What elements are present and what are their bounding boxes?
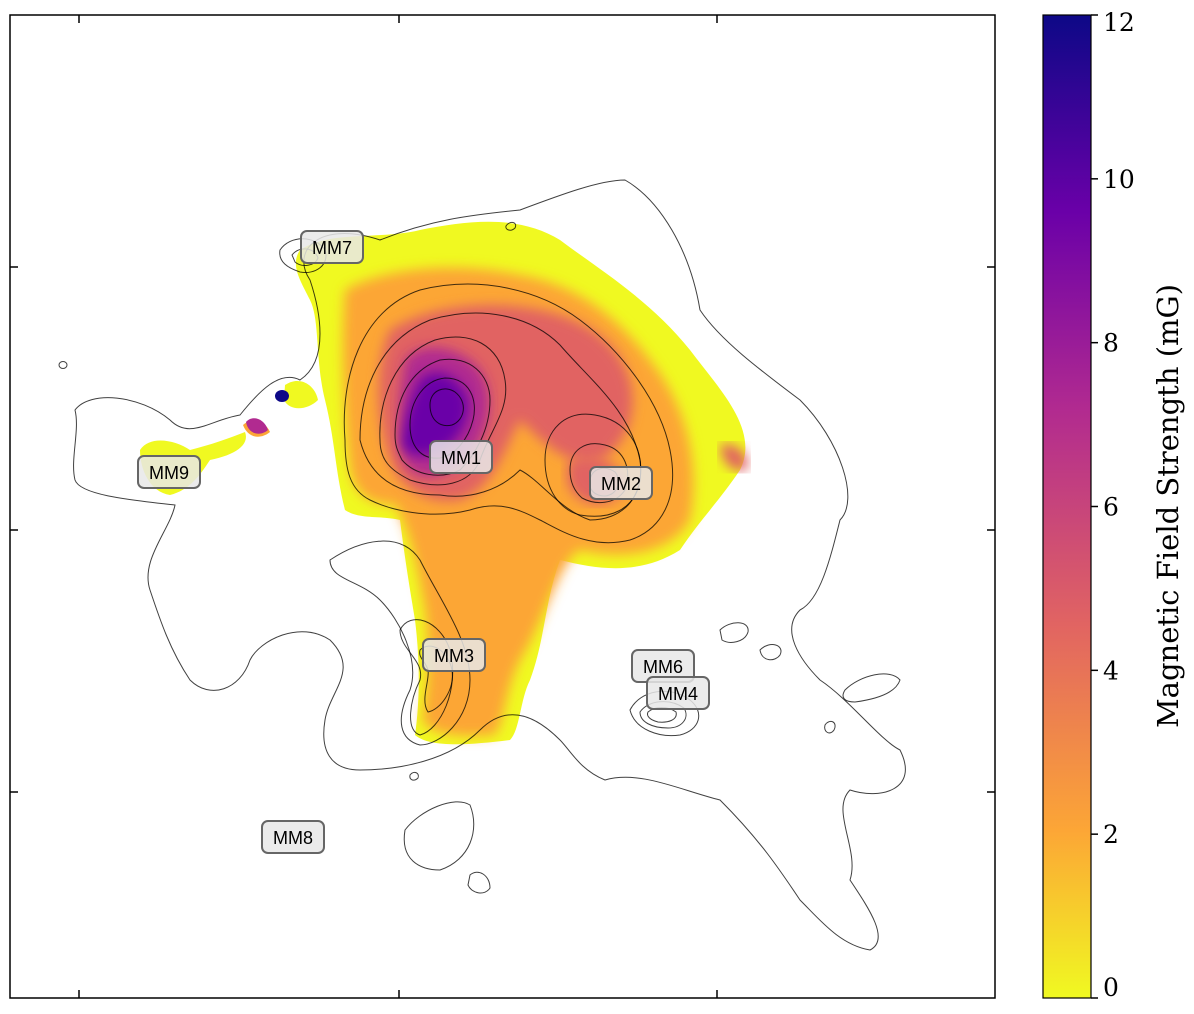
label-mm2: MM2 [589,466,653,500]
colorbar-label: Magnetic Field Strength (mG) [1151,284,1185,728]
label-mm1-text: MM1 [441,448,481,468]
plot-frame [9,14,996,999]
colorbar: 0 2 4 6 8 10 12 Magnetic Field Strength (mG) [1042,8,1185,1002]
source-labels: MM1 MM2 MM3 MM6 MM4 MM7 MM8 MM9 [137,230,710,854]
label-mm9: MM9 [137,455,201,489]
colorbar-tick-label: 6 [1103,493,1119,522]
label-mm6-text: MM6 [643,657,683,677]
label-mm3: MM3 [422,638,486,672]
colorbar-tick-label: 8 [1103,329,1119,358]
label-mm8-text: MM8 [273,828,313,848]
label-mm9-text: MM9 [149,463,189,483]
axis-ticks [10,15,995,998]
label-mm7: MM7 [300,230,364,264]
label-mm2-text: MM2 [601,474,641,494]
label-mm4: MM4 [646,676,710,710]
label-mm3-text: MM3 [434,646,474,666]
colorbar-tick-label: 4 [1103,656,1119,685]
colorbar-tick-label: 2 [1103,820,1119,849]
label-mm8: MM8 [261,820,325,854]
label-mm6: MM6 [631,649,695,683]
colorbar-tick-label: 0 [1103,973,1119,1002]
colorbar-tick-label: 10 [1103,165,1135,194]
label-mm4-text: MM4 [658,684,698,704]
colorbar-ticks: 0 2 4 6 8 10 12 [1091,8,1135,1002]
colorbar-tick-label: 12 [1103,8,1135,37]
label-mm1: MM1 [429,440,493,474]
label-mm7-text: MM7 [312,238,352,258]
colorbar-gradient [1042,14,1092,999]
